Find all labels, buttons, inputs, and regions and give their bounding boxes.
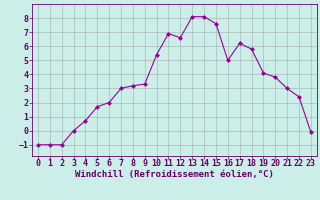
X-axis label: Windchill (Refroidissement éolien,°C): Windchill (Refroidissement éolien,°C) [75, 170, 274, 179]
